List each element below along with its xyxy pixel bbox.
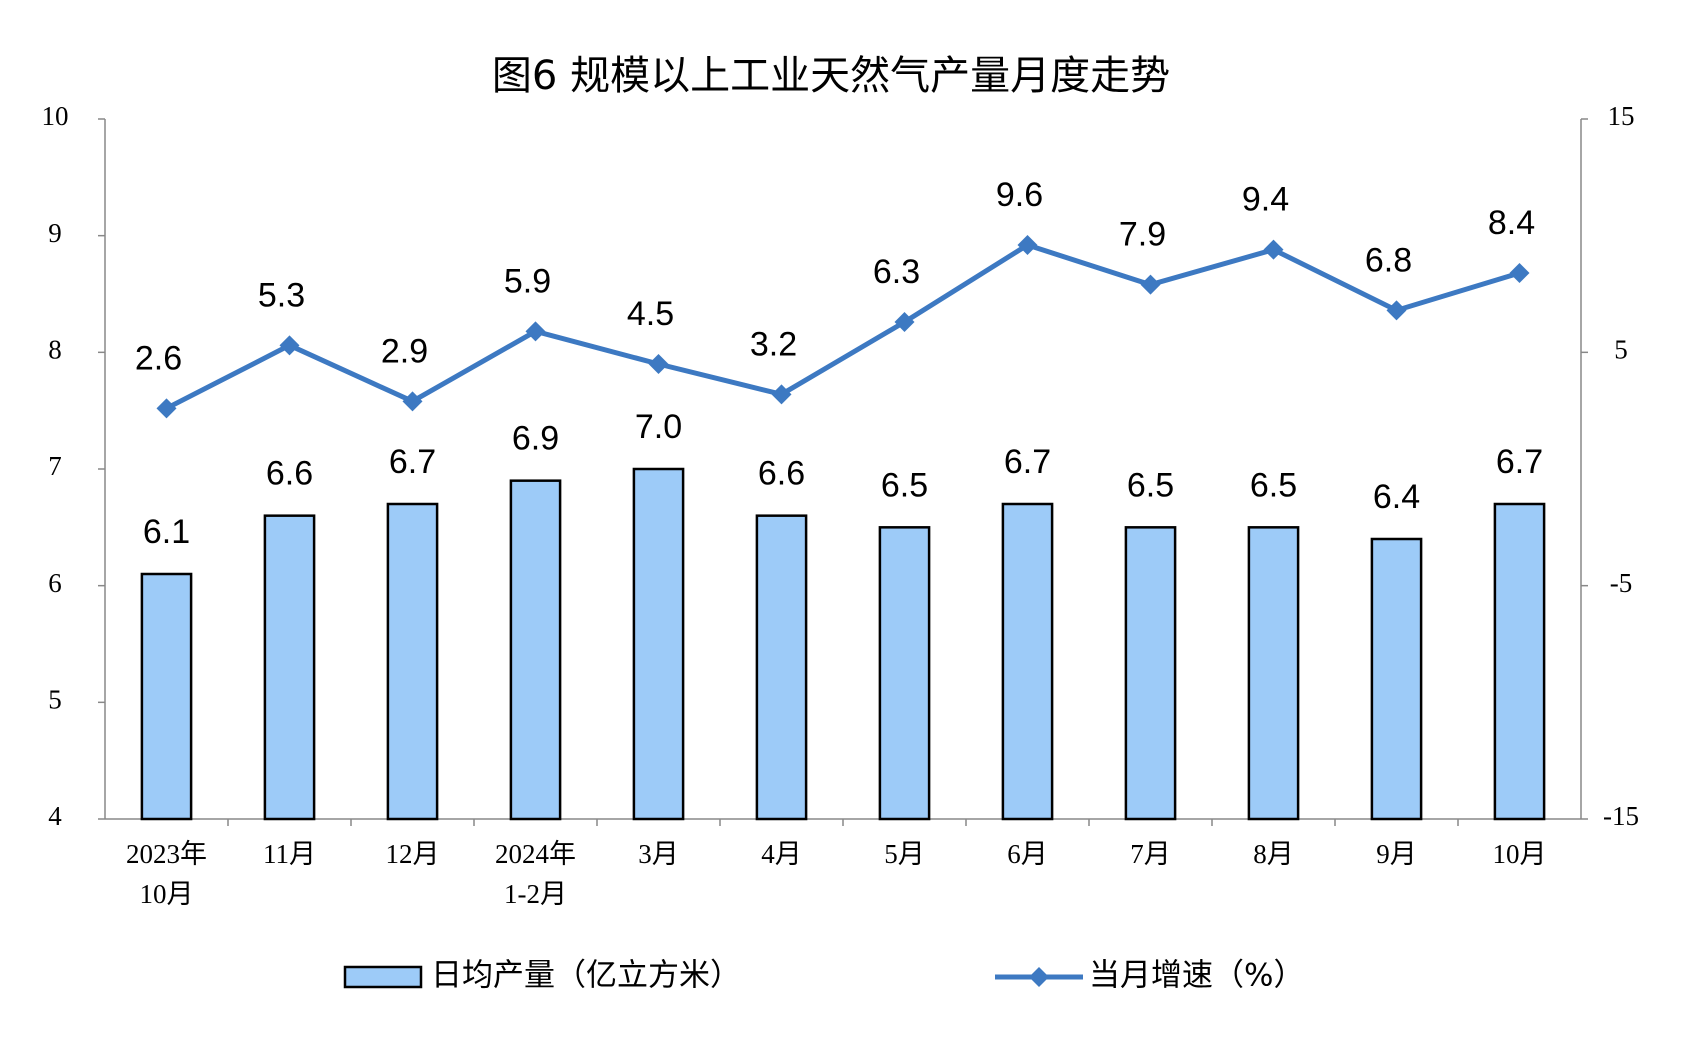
x-tick-label: 9月: [1376, 839, 1417, 869]
x-tick-label: 12月: [386, 839, 440, 869]
x-tick-label: 11月: [263, 839, 316, 869]
y2-tick-label: -15: [1603, 801, 1639, 831]
marker: [1017, 235, 1038, 255]
data-label: 6.5: [1127, 466, 1174, 504]
marker: [525, 321, 546, 342]
marker: [894, 312, 915, 332]
y-tick-label: 4: [48, 801, 62, 831]
marker: [1509, 263, 1530, 283]
bar: [755, 514, 808, 821]
y-tick-label: 5: [48, 685, 62, 715]
data-label: 5.9: [504, 262, 551, 300]
y2-tick-label: 15: [1608, 101, 1635, 131]
data-label: 8.4: [1488, 204, 1535, 242]
legend-swatch: [343, 965, 423, 989]
data-label: 6.5: [1250, 466, 1297, 504]
bar: [632, 467, 685, 821]
data-label: 6.4: [1373, 478, 1420, 516]
x-tick-label: 7月: [1130, 839, 1171, 869]
x-tick-label: 2023年: [126, 839, 207, 869]
data-label: 6.6: [266, 455, 313, 493]
chart-title: 图6 规模以上工业天然气产量月度走势: [492, 53, 1170, 99]
marker: [771, 384, 792, 405]
line: [165, 242, 1521, 411]
bar: [509, 479, 562, 821]
x-tick-label: 5月: [884, 839, 925, 869]
x-tick-label: 3月: [638, 839, 679, 869]
bar: [878, 526, 931, 821]
bar: [386, 502, 439, 821]
y-tick-label: 8: [48, 335, 62, 365]
y2-tick-label: 5: [1614, 335, 1628, 365]
marker: [1263, 239, 1284, 260]
y2-tick-label: -5: [1610, 568, 1633, 598]
y-tick-label: 10: [42, 101, 69, 131]
marker: [279, 335, 300, 356]
x-tick-label: 6月: [1007, 839, 1048, 869]
x-tick-label: 4月: [761, 839, 802, 869]
data-label: 6.5: [881, 466, 928, 504]
marker: [648, 354, 669, 374]
y-tick-label: 6: [48, 568, 62, 598]
marker: [402, 391, 423, 412]
y-tick-label: 9: [48, 218, 62, 248]
bar: [263, 514, 316, 821]
legend-label: 日均产量（亿立方米）: [431, 958, 741, 994]
bar: [1493, 502, 1546, 821]
bar: [1247, 526, 1300, 821]
data-label: 6.6: [758, 455, 805, 493]
x-tick-label: 8月: [1253, 839, 1294, 869]
bar: [140, 572, 193, 821]
marker: [1140, 274, 1161, 295]
data-label: 2.9: [381, 332, 428, 370]
x-tick-label: 10月: [140, 879, 194, 909]
x-tick-label: 1-2月: [504, 879, 567, 909]
bar: [1124, 526, 1177, 821]
data-label: 7.0: [635, 408, 682, 446]
data-label: 3.2: [750, 325, 797, 363]
bar: [1370, 537, 1423, 821]
legend-marker: [1029, 967, 1049, 987]
data-label: 6.7: [389, 443, 436, 481]
data-label: 2.6: [135, 339, 182, 377]
data-label: 5.3: [258, 276, 305, 314]
data-label: 6.8: [1365, 241, 1412, 279]
bar: [1001, 502, 1054, 821]
data-label: 6.3: [873, 253, 920, 291]
data-label: 6.1: [143, 513, 190, 551]
data-label: 9.6: [996, 176, 1043, 214]
y-tick-label: 7: [48, 451, 62, 481]
data-label: 6.9: [512, 420, 559, 458]
data-label: 6.7: [1004, 443, 1051, 481]
marker: [1386, 300, 1407, 321]
data-label: 6.7: [1496, 443, 1543, 481]
data-label: 7.9: [1119, 216, 1166, 254]
legend-label: 当月增速（%）: [1089, 958, 1304, 994]
data-label: 4.5: [627, 295, 674, 333]
marker: [156, 398, 177, 419]
data-label: 9.4: [1242, 181, 1289, 219]
x-tick-label: 10月: [1493, 839, 1547, 869]
x-tick-label: 2024年: [495, 839, 576, 869]
